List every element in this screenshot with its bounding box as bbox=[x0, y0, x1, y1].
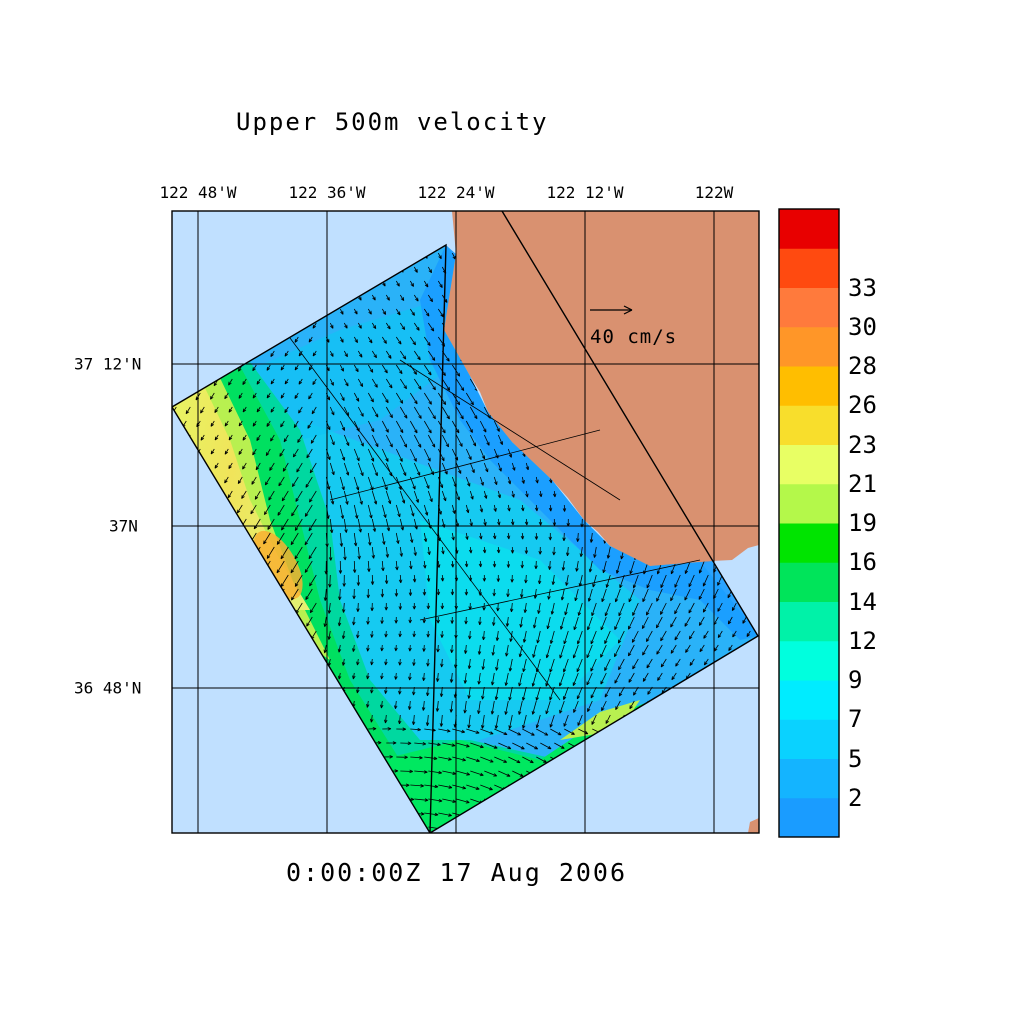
colorbar-swatch bbox=[779, 758, 839, 799]
colorbar-swatch bbox=[779, 366, 839, 406]
lon-label-4: 122 12'W bbox=[546, 183, 624, 202]
lat-label-2: 37N bbox=[109, 516, 138, 536]
colorbar-label: 28 bbox=[848, 352, 877, 380]
colorbar-label: 9 bbox=[848, 666, 863, 694]
scale-vector-label: 40 cm/s bbox=[590, 326, 678, 348]
domain-boundary-outer bbox=[429, 211, 759, 833]
colorbar-swatch bbox=[779, 719, 839, 759]
colorbar-swatch bbox=[779, 797, 839, 838]
plot-frame bbox=[171, 210, 760, 834]
lon-label-5: 122W bbox=[694, 183, 734, 202]
colorbar-swatch bbox=[779, 405, 839, 445]
colorbar-label: 5 bbox=[848, 744, 863, 773]
colorbar-swatch bbox=[779, 287, 839, 328]
lon-label-3: 122 24'W bbox=[417, 183, 495, 202]
colorbar-swatch bbox=[779, 601, 839, 642]
colorbar-label: 7 bbox=[848, 705, 863, 734]
colorbar-swatch bbox=[779, 640, 839, 681]
colorbar-label: 26 bbox=[848, 391, 877, 420]
colorbar-label: 12 bbox=[848, 626, 877, 655]
colorbar-swatch bbox=[779, 209, 839, 249]
colorbar-swatch bbox=[779, 680, 839, 720]
colorbar-label: 23 bbox=[848, 430, 877, 459]
colorbar-swatch bbox=[779, 444, 839, 485]
domain-boundary bbox=[172, 243, 447, 833]
colorbar-label: 19 bbox=[848, 509, 877, 537]
colorbar-label: 30 bbox=[848, 312, 877, 341]
scale-vector bbox=[590, 305, 633, 315]
lon-label-2: 122 36'W bbox=[288, 183, 366, 202]
lon-label-1: 122 48'W bbox=[159, 183, 237, 202]
colorbar bbox=[779, 209, 839, 838]
timestamp: 0:00:00Z 17 Aug 2006 bbox=[286, 858, 628, 887]
lat-label-1: 37 12'N bbox=[74, 354, 142, 374]
colorbar-swatch bbox=[779, 248, 839, 288]
colorbar-label: 16 bbox=[848, 548, 877, 577]
lat-label-3: 36 48'N bbox=[74, 678, 142, 698]
colorbar-swatch bbox=[779, 523, 839, 563]
map-title: Upper 500m velocity bbox=[236, 108, 549, 136]
colorbar-label: 2 bbox=[848, 783, 863, 812]
colorbar-label: 33 bbox=[848, 273, 877, 302]
colorbar-label: 14 bbox=[848, 587, 877, 616]
colorbar-swatch bbox=[779, 326, 839, 367]
colorbar-swatch bbox=[779, 483, 839, 524]
subdomain-lines bbox=[289, 337, 701, 701]
colorbar-swatch bbox=[779, 562, 839, 602]
land-patch bbox=[748, 818, 759, 833]
colorbar-frame bbox=[778, 208, 840, 838]
colorbar-label: 21 bbox=[848, 469, 877, 498]
land-area bbox=[444, 211, 759, 568]
